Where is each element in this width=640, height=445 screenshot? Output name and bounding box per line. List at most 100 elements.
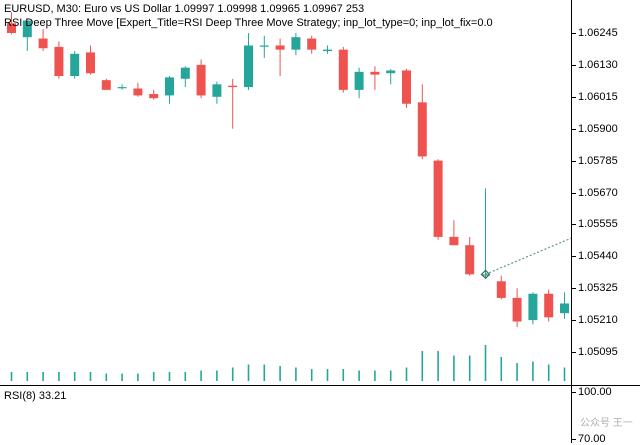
symbol-info: EURUSD, M30: Euro vs US Dollar 1.09997 1… [4,3,365,15]
rsi-axis[interactable]: 100.00 公众号 王一 70.00 [571,386,640,445]
candle[interactable] [165,75,174,104]
candle[interactable] [22,20,32,52]
candle-body [70,53,80,76]
rsi-tick-mark [572,439,576,440]
price-tick-mark [572,129,576,130]
candle[interactable] [402,69,411,108]
price-tick-label: 1.06015 [578,91,618,103]
rsi-tick-mark [572,392,576,393]
watermark: 公众号 王一 [580,418,633,429]
candle[interactable] [7,12,16,35]
rsi-label: RSI(8) 33.21 [4,390,67,402]
candle[interactable] [433,159,443,240]
trade-line[interactable] [485,237,572,275]
rsi-tick-70: 70.00 [578,433,606,445]
candle-body [244,45,253,88]
candle[interactable] [101,78,111,90]
candle[interactable] [449,220,459,246]
candle[interactable] [149,89,159,100]
price-tick-mark [572,320,576,321]
candle-body [212,84,222,97]
candle-body [38,38,48,49]
main-chart-area[interactable]: EURUSD, M30: Euro vs US Dollar 1.09997 1… [0,0,571,385]
price-tick-label: 1.05325 [578,282,618,294]
candle[interactable] [528,292,538,325]
candle-body [101,80,111,90]
candle[interactable] [465,236,475,276]
candle[interactable] [275,38,285,76]
candle[interactable] [259,35,269,58]
candle-body [354,71,364,90]
candle-body [528,293,538,321]
candle[interactable] [307,35,317,54]
candle-body [7,23,16,33]
rsi-subwindow[interactable]: RSI(8) 33.21 [0,386,571,443]
candle-body [180,67,190,79]
candle[interactable] [560,292,569,319]
candle-body [402,70,411,104]
candle[interactable] [323,45,332,54]
price-tick-mark [572,65,576,66]
candle-body [449,236,459,246]
candle-body [228,85,238,88]
candle[interactable] [512,288,522,328]
candle-body [560,303,569,314]
candle[interactable] [38,28,48,52]
candle[interactable] [86,45,95,75]
candle-body [307,38,317,50]
candle[interactable] [228,78,238,129]
candle-body [275,45,285,50]
price-tick-mark [572,161,576,162]
price-tick-mark [572,97,576,98]
candle[interactable] [244,33,253,90]
price-tick-label: 1.05785 [578,155,618,167]
candle-body [417,102,427,157]
candle[interactable] [70,51,80,79]
candle[interactable] [544,289,554,322]
candle[interactable] [133,82,143,97]
candle[interactable] [196,59,206,99]
candle-body [338,49,348,90]
candle[interactable] [180,66,190,88]
price-tick-mark [572,33,576,34]
candle[interactable] [354,67,364,99]
candle[interactable] [417,84,427,160]
candle[interactable] [291,33,301,56]
candle[interactable] [370,66,380,90]
candle-body [149,94,159,99]
candle[interactable] [212,81,222,104]
candle-body [165,77,174,96]
price-chart-svg[interactable] [0,0,571,385]
candle-body [323,49,332,52]
candle-body [496,281,506,298]
candle-body [544,293,554,318]
price-tick-mark [572,352,576,353]
candle[interactable] [54,41,64,79]
price-tick-label: 1.05440 [578,250,618,262]
rsi-tick-100: 100.00 [578,386,612,398]
price-tick-label: 1.06245 [578,27,618,39]
candle-body [291,37,301,50]
candle-body [481,274,490,276]
candle[interactable] [338,46,348,93]
price-tick-mark [572,193,576,194]
candle-body [433,160,443,237]
price-axis[interactable]: 1.06245 1.06130 1.06015 1.05900 1.05785 1.056… [571,0,640,385]
candle-body [370,71,380,75]
candle[interactable] [386,69,396,85]
candle[interactable] [496,275,506,300]
candle[interactable] [117,84,127,90]
price-tick-label: 1.06130 [578,59,618,71]
candle-body [54,46,64,76]
price-tick-label: 1.05555 [578,218,618,230]
candle[interactable] [481,188,490,279]
trade-entry-marker[interactable] [480,269,491,280]
price-tick-label: 1.05095 [578,346,618,358]
expert-advisor-info: RSI Deep Three Move [Expert_Title=RSI De… [4,17,493,29]
price-tick-label: 1.05210 [578,314,618,326]
candle-body [117,87,127,89]
candle-body [22,20,32,38]
subwindow-separator[interactable] [0,385,640,386]
price-tick-mark [572,256,576,257]
